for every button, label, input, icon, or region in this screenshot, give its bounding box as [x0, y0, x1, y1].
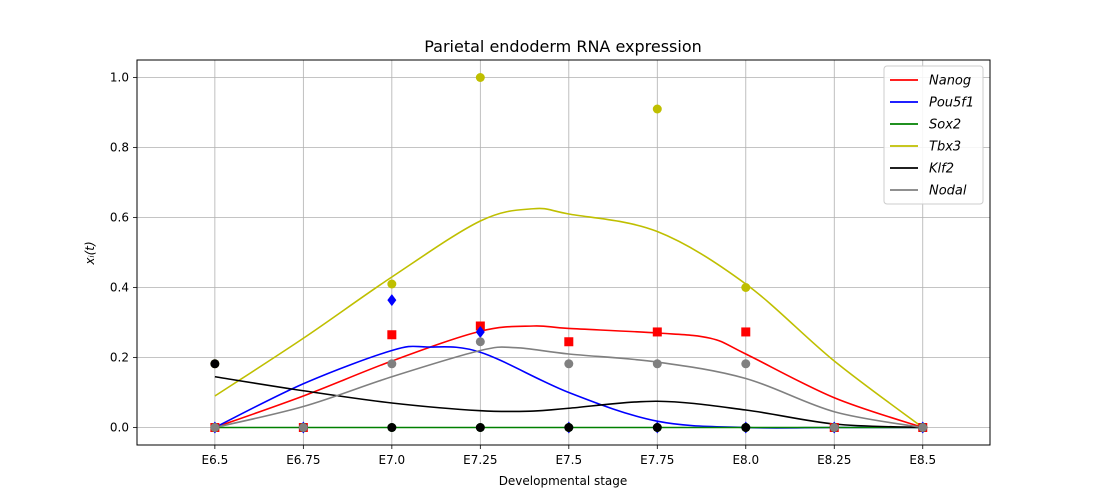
- y-tick-label: 0.2: [110, 351, 129, 365]
- point-klf2: [652, 423, 662, 432]
- legend-label-nodal: Nodal: [929, 184, 967, 199]
- x-tick-label: E6.75: [286, 453, 320, 467]
- y-axis-label: xᵢ(t): [83, 241, 97, 265]
- point-pou5f1: [475, 325, 485, 338]
- point-nanog: [564, 337, 574, 347]
- x-axis-label: Developmental stage: [499, 474, 628, 488]
- x-tick-label: E7.25: [463, 453, 497, 467]
- point-tbx3: [741, 283, 751, 292]
- y-tick-label: 0.8: [110, 141, 129, 155]
- legend-label-klf2: Klf2: [929, 162, 954, 177]
- y-tick-label: 0.4: [110, 281, 129, 295]
- point-nodal: [564, 359, 574, 369]
- y-axis-ticks: 0.0 0.2 0.4 0.6 0.8 1.0: [110, 71, 137, 435]
- point-nodal: [741, 359, 751, 369]
- point-nodal: [475, 337, 485, 347]
- legend-label-sox2: Sox2: [929, 118, 961, 133]
- point-tbx3: [475, 73, 485, 82]
- point-klf2: [387, 423, 397, 432]
- series-points: [210, 73, 928, 434]
- chart-title: Parietal endoderm RNA expression: [424, 37, 702, 56]
- x-axis-ticks: E6.5 E6.75 E7.0 E7.25 E7.5 E7.75 E8.0 E8.25 E8.5: [202, 445, 936, 467]
- point-tbx3: [652, 104, 662, 114]
- legend-box: [883, 65, 984, 205]
- point-klf2: [741, 423, 751, 432]
- point-nodal: [387, 359, 397, 369]
- y-tick-label: 0.6: [110, 211, 129, 225]
- legend: Nanog Pou5f1 Sox2 Tbx3 Klf2 Nodal: [883, 65, 984, 205]
- point-nodal: [652, 359, 662, 369]
- curve-nanog: [214, 325, 924, 429]
- curve-klf2: [214, 375, 923, 429]
- x-tick-label: E7.0: [379, 453, 406, 467]
- x-tick-label: E7.5: [555, 453, 582, 467]
- point-nodal: [918, 423, 928, 432]
- x-tick-label: E6.5: [202, 453, 229, 467]
- point-pou5f1: [387, 294, 397, 307]
- legend-label-nanog: Nanog: [929, 74, 971, 89]
- x-tick-label: E8.5: [909, 453, 936, 467]
- legend-label-tbx3: Tbx3: [929, 140, 961, 155]
- point-nodal: [210, 423, 220, 432]
- y-tick-label: 1.0: [110, 71, 129, 85]
- point-nodal: [298, 423, 308, 432]
- curve-nodal: [214, 346, 923, 429]
- x-tick-label: E8.25: [817, 453, 851, 467]
- point-klf2: [475, 423, 485, 432]
- point-tbx3: [387, 279, 397, 289]
- point-nanog: [387, 330, 397, 340]
- x-tick-label: E8.0: [732, 453, 759, 467]
- y-tick-label: 0.0: [110, 421, 129, 435]
- point-nanog: [652, 327, 662, 337]
- point-klf2: [210, 359, 220, 369]
- plot-frame: [136, 59, 991, 446]
- x-tick-label: E7.75: [640, 453, 674, 467]
- curve-tbx3: [214, 207, 924, 429]
- legend-label-pou5f1: Pou5f1: [929, 96, 974, 111]
- point-nodal: [829, 423, 839, 432]
- point-klf2: [564, 423, 574, 432]
- grid: [137, 60, 990, 445]
- point-nanog: [741, 327, 751, 337]
